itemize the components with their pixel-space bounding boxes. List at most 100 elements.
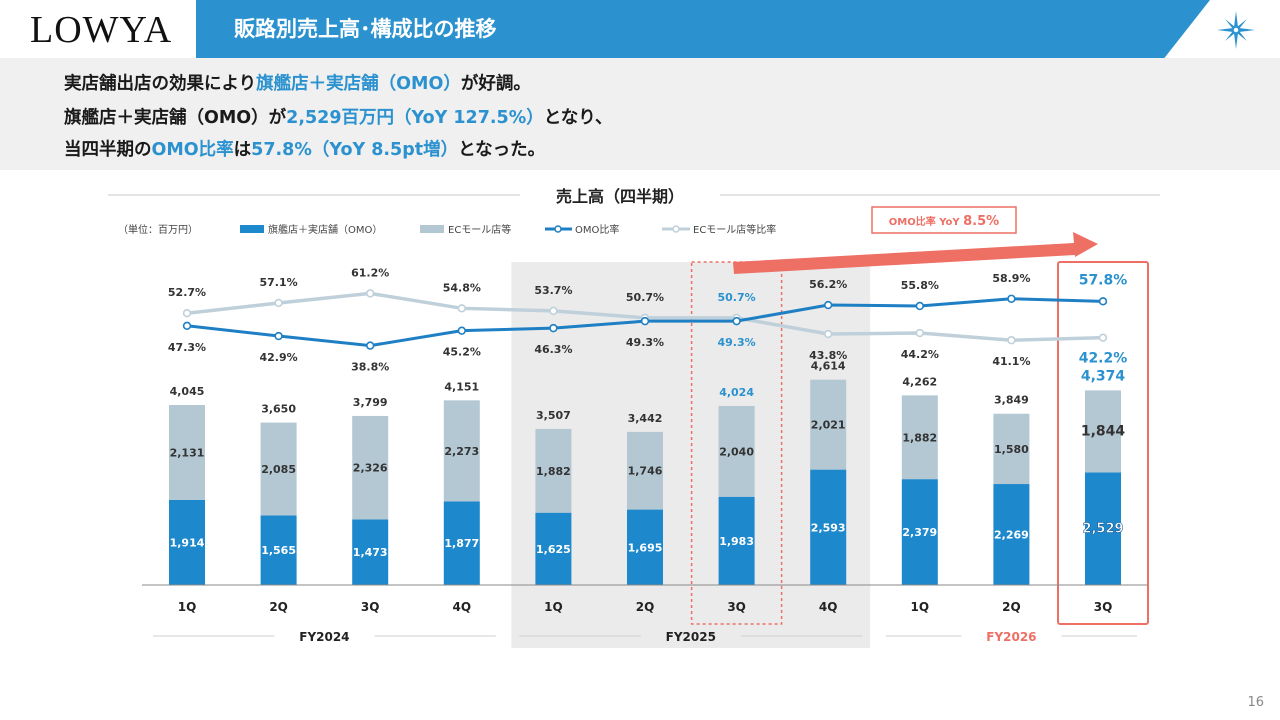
omo-ratio-point	[457, 326, 466, 335]
bar-ec	[443, 400, 480, 502]
bar-ec-label: 2,021	[811, 419, 846, 432]
bar-omo	[1085, 472, 1121, 585]
omo-ratio-label: 38.8%	[351, 361, 389, 374]
bar-ec	[169, 404, 205, 500]
bar-total-label: 4,614	[811, 360, 846, 373]
omo-ratio-label: 46.3%	[534, 343, 572, 356]
bar-total-label: 4,151	[444, 380, 479, 393]
bar-ec-label: 2,326	[353, 462, 388, 475]
bar-total-label: 4,262	[902, 375, 937, 388]
trend-arrow	[733, 232, 1098, 274]
ec-ratio-label: 42.2%	[1079, 351, 1128, 367]
fiscal-year-label: FY2026	[986, 630, 1036, 644]
bar-omo	[993, 484, 1030, 585]
ec-ratio-label: 41.1%	[992, 355, 1030, 368]
ec-ratio-label: 50.7%	[626, 291, 664, 304]
bar-ec	[901, 395, 938, 480]
ec-ratio-point	[1098, 333, 1108, 342]
bar-omo-label: 2,593	[811, 521, 846, 534]
omo-ratio-point	[274, 331, 283, 341]
category-label: 4Q	[453, 600, 472, 614]
ec-ratio-label: 54.8%	[443, 281, 481, 294]
ec-ratio-label: 61.2%	[351, 266, 389, 279]
bar-total-label: 3,849	[994, 394, 1029, 407]
legend-swatch-ec	[420, 225, 444, 233]
category-label: 3Q	[361, 600, 380, 614]
bar-ec-label: 2,273	[444, 445, 479, 458]
summary-line-3: 当四半期のOMO比率は57.8%（YoY 8.5pt増）となった。	[64, 140, 546, 160]
bar-total-label: 3,799	[353, 396, 388, 409]
logo: LOWYA	[30, 9, 173, 51]
legend-marker-ec-ratio	[672, 225, 680, 233]
bar-ec-label: 1,882	[536, 465, 571, 478]
omo-ratio-label: 42.9%	[260, 351, 298, 364]
bar-omo	[169, 499, 205, 585]
legend-marker-omo-ratio	[554, 225, 562, 233]
ec-ratio-point	[274, 298, 283, 308]
summary-line-1: 実店舗出店の効果により旗艦店＋実店舗（OMO）が好調。	[64, 74, 531, 94]
chart-title: 売上高（四半期）	[556, 187, 684, 206]
category-label: 2Q	[1002, 600, 1021, 614]
bar-omo-label: 1,473	[353, 546, 388, 559]
callout-text: OMO比率 YoY 8.5%	[889, 214, 999, 229]
ec-ratio-point	[457, 304, 466, 313]
legend-label-ec: ECモール店等	[448, 223, 511, 236]
omo-ratio-point	[366, 341, 375, 350]
bar-omo	[535, 512, 572, 585]
bar-omo	[627, 509, 663, 585]
sales-chart: 売上高（四半期） 1,914 2,131 4,045 1Q 1,565 2,085 3,650…	[108, 180, 1160, 648]
bar-omo	[810, 469, 847, 585]
ec-ratio-label: 43.8%	[809, 349, 847, 362]
category-label: 2Q	[269, 600, 288, 614]
bar-ec	[352, 415, 389, 520]
category-label: 4Q	[819, 600, 838, 614]
bar-omo-label: 1,625	[536, 543, 571, 556]
bar-ec	[535, 428, 572, 513]
omo-ratio-point	[182, 321, 192, 330]
legend-label-ec-ratio: ECモール店等比率	[693, 223, 776, 236]
bar-ec-label: 1,844	[1081, 423, 1126, 439]
omo-ratio-label: 49.3%	[718, 336, 756, 349]
bar-ec	[1085, 390, 1121, 473]
category-label: 2Q	[636, 600, 655, 614]
bar-ec	[718, 405, 755, 497]
summary-box: 実店舗出店の効果により旗艦店＋実店舗（OMO）が好調。 旗艦店＋実店舗（OMO）…	[0, 58, 1280, 170]
bar-total-label: 3,650	[261, 403, 296, 416]
ec-ratio-point	[366, 289, 375, 298]
omo-ratio-label: 55.8%	[901, 279, 939, 292]
title-banner	[196, 0, 1210, 58]
star-icon	[1217, 11, 1255, 49]
ec-ratio-point	[1007, 336, 1016, 345]
header: LOWYA 販路別売上高･構成比の推移	[0, 0, 1280, 58]
highlight-box-current	[1057, 261, 1149, 625]
bar-ec-label: 1,580	[994, 443, 1029, 456]
bar-total-label: 4,374	[1081, 368, 1126, 384]
summary-line-2: 旗艦店＋実店舗（OMO）が2,529百万円（YoY 127.5%）となり、	[64, 108, 613, 128]
bar-omo-label: 1,914	[170, 536, 205, 549]
bar-omo	[443, 501, 480, 585]
ec-ratio-label: 50.7%	[718, 291, 756, 304]
bar-ec-label: 1,882	[902, 431, 937, 444]
ec-ratio-label: 52.7%	[168, 286, 206, 299]
page-number: 16	[1247, 695, 1264, 710]
bar-omo-label: 1,565	[261, 544, 296, 557]
omo-ratio-label: 58.9%	[992, 272, 1030, 285]
bar-omo-label: 1,983	[719, 535, 754, 548]
ec-ratio-point	[549, 306, 558, 316]
fiscal-year-label: FY2024	[299, 630, 349, 644]
bar-omo-label: 1,877	[444, 537, 479, 550]
bar-ec	[627, 431, 663, 510]
bar-omo-label: 1,695	[628, 541, 663, 554]
category-label: 1Q	[544, 600, 563, 614]
category-label: 1Q	[178, 600, 197, 614]
omo-ratio-point	[823, 300, 833, 310]
ec-ratio-label: 53.7%	[534, 284, 572, 297]
omo-ratio-label: 45.2%	[443, 346, 481, 359]
bar-ec	[260, 422, 297, 516]
legend-swatch-omo	[240, 225, 264, 233]
legend-label-omo: 旗艦店＋実店舗（OMO）	[268, 223, 382, 236]
omo-ratio-point	[549, 323, 558, 333]
bar-omo-label: 2,379	[902, 526, 937, 539]
bar-ec	[993, 413, 1030, 485]
bar-ec-label: 2,040	[719, 445, 754, 458]
